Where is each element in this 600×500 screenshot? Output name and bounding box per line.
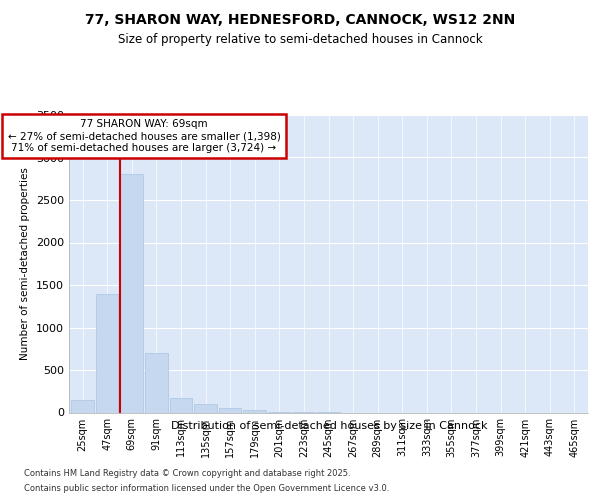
Bar <box>219 408 241 412</box>
Bar <box>194 404 217 412</box>
Bar <box>96 294 118 412</box>
Bar <box>71 400 94 412</box>
Text: Contains HM Land Registry data © Crown copyright and database right 2025.: Contains HM Land Registry data © Crown c… <box>24 469 350 478</box>
Text: Contains public sector information licensed under the Open Government Licence v3: Contains public sector information licen… <box>24 484 389 493</box>
Text: 77 SHARON WAY: 69sqm
← 27% of semi-detached houses are smaller (1,398)
71% of se: 77 SHARON WAY: 69sqm ← 27% of semi-detac… <box>8 120 280 152</box>
Text: Size of property relative to semi-detached houses in Cannock: Size of property relative to semi-detach… <box>118 32 482 46</box>
Bar <box>145 353 167 412</box>
Y-axis label: Number of semi-detached properties: Number of semi-detached properties <box>20 168 31 360</box>
Bar <box>170 398 192 412</box>
Text: 77, SHARON WAY, HEDNESFORD, CANNOCK, WS12 2NN: 77, SHARON WAY, HEDNESFORD, CANNOCK, WS1… <box>85 12 515 26</box>
Text: Distribution of semi-detached houses by size in Cannock: Distribution of semi-detached houses by … <box>170 421 487 431</box>
Bar <box>121 174 143 412</box>
Bar <box>244 410 266 412</box>
